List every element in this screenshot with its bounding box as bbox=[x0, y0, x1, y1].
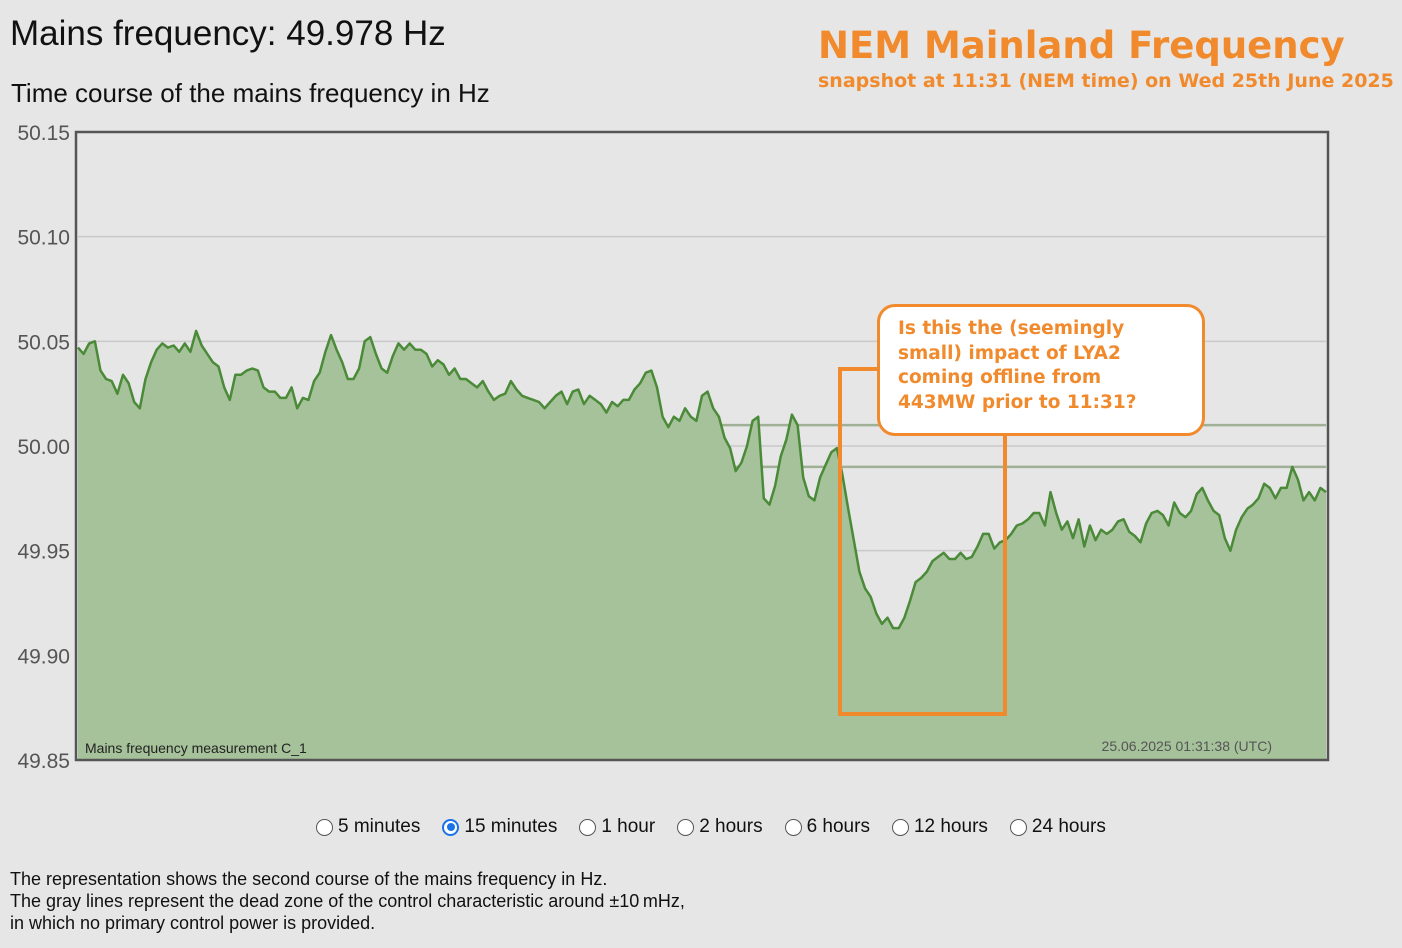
range-label: 5 minutes bbox=[338, 816, 421, 837]
range-option-5-minutes[interactable]: 5 minutes bbox=[316, 816, 420, 838]
annotation-callout: Is this the (seemingly small) impact of … bbox=[877, 304, 1205, 436]
radio-button[interactable] bbox=[784, 818, 802, 836]
chart-subtitle: Time course of the mains frequency in Hz bbox=[11, 78, 490, 108]
description-line: in which no primary control power is pro… bbox=[10, 913, 376, 933]
chart-description: The representation shows the second cour… bbox=[10, 868, 685, 934]
series-label: Mains frequency measurement C_1 bbox=[85, 740, 307, 756]
range-label: 12 hours bbox=[913, 816, 988, 837]
y-tick-label: 50.05 bbox=[17, 331, 70, 354]
brand-title: NEM Mainland Frequency bbox=[818, 24, 1345, 67]
range-label: 1 hour bbox=[601, 816, 656, 837]
range-option-12-hours[interactable]: 12 hours bbox=[891, 816, 988, 838]
radio-button[interactable] bbox=[316, 818, 333, 836]
radio-button[interactable] bbox=[891, 818, 909, 836]
brand-subtitle: snapshot at 11:31 (NEM time) on Wed 25th… bbox=[818, 70, 1394, 92]
range-option-15-minutes[interactable]: 15 minutes bbox=[442, 816, 557, 838]
annotation-line: Is this the (seemingly bbox=[898, 318, 1125, 339]
range-label: 2 hours bbox=[699, 816, 763, 837]
frequency-line bbox=[77, 329, 1327, 630]
annotation-line: small) impact of LYA2 bbox=[898, 342, 1121, 364]
radio-button[interactable] bbox=[1009, 818, 1027, 836]
range-option-1-hour[interactable]: 1 hour bbox=[579, 816, 655, 838]
y-tick-label: 50.00 bbox=[17, 436, 70, 459]
page-title: Mains frequency: 49.978 Hz bbox=[10, 14, 446, 53]
description-line: The representation shows the second cour… bbox=[10, 869, 608, 889]
radio-button-selected[interactable] bbox=[442, 818, 460, 836]
y-tick-label: 50.15 bbox=[17, 122, 70, 145]
radio-button[interactable] bbox=[579, 818, 597, 836]
plot-frame bbox=[74, 130, 1330, 762]
frequency-chart: 50.15 50.10 50.05 50.00 49.95 49.90 49.85 Main… bbox=[17, 122, 1330, 773]
y-tick-label: 50.10 bbox=[17, 227, 70, 250]
range-option-6-hours[interactable]: 6 hours bbox=[784, 816, 870, 838]
time-range-selector: 5 minutes 15 minutes 1 hour 2 hours 6 ho… bbox=[316, 816, 1128, 838]
range-label: 24 hours bbox=[1031, 816, 1106, 837]
y-tick-label: 49.90 bbox=[17, 645, 70, 668]
annotation-line: 443MW prior to 11:31? bbox=[898, 391, 1137, 413]
timestamp-label: 25.06.2025 01:31:38 (UTC) bbox=[1102, 738, 1272, 754]
range-label: 6 hours bbox=[806, 816, 870, 837]
description-line: The gray lines represent the dead zone o… bbox=[10, 891, 685, 911]
y-tick-label: 49.85 bbox=[17, 750, 70, 773]
radio-button[interactable] bbox=[677, 818, 695, 836]
y-tick-label: 49.95 bbox=[17, 541, 70, 564]
range-option-2-hours[interactable]: 2 hours bbox=[677, 816, 763, 838]
annotation-line: coming offline from bbox=[898, 367, 1102, 388]
range-option-24-hours[interactable]: 24 hours bbox=[1009, 816, 1106, 838]
range-label: 15 minutes bbox=[464, 816, 558, 837]
frequency-area bbox=[78, 330, 1326, 760]
y-axis-ticks: 50.15 50.10 50.05 50.00 49.95 49.90 49.85 bbox=[17, 122, 70, 773]
